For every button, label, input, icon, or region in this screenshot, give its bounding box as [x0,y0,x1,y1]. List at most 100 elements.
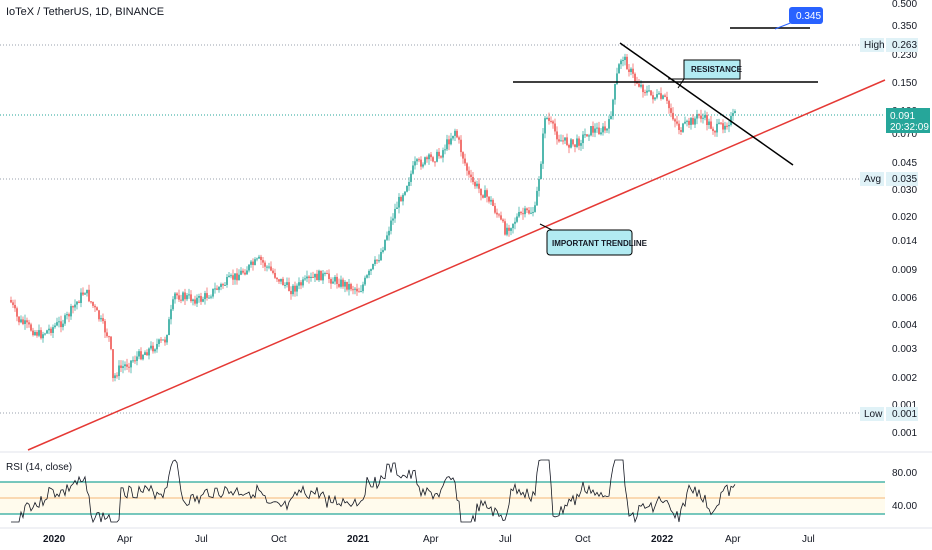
candle-body [186,295,188,300]
candle-body [600,132,602,135]
candle-body [408,181,410,186]
candle-body [122,366,124,368]
candle-body [118,365,120,377]
candle-body [262,260,264,263]
price-tick-label: 0.009 [892,265,917,276]
candle-body [426,157,428,160]
candle-body [404,191,406,195]
candle-body [142,354,144,360]
candle-body [486,190,488,197]
candle-body [62,323,64,328]
candle-body [528,210,530,214]
price-tick-label: 0.004 [892,320,917,331]
candle-body [80,292,82,303]
target-badge-text: 0.345 [796,11,821,22]
resistance-callout-text: RESISTANCE [691,65,743,74]
last-price-badge [886,108,930,133]
candle-body [68,314,70,317]
candle-body [100,318,102,320]
candle-body [390,220,392,231]
avg-value: 0.035 [892,174,917,185]
candle-body [562,140,564,142]
candle-body [178,295,180,300]
descending-trendline [619,42,794,166]
candle-body [652,95,654,100]
candle-body [490,199,492,202]
candle-body [524,208,526,215]
candle-body [654,97,656,100]
candle-body [650,90,652,96]
candle-body [630,68,632,73]
chart-title: IoTeX / TetherUS, 1D, BINANCE [6,6,165,18]
candle-body [168,319,170,336]
candle-body [716,123,718,133]
candle-body [180,299,182,301]
candle-body [24,320,26,325]
candle-body [446,139,448,150]
candle-body [304,278,306,280]
candle-body [294,285,296,292]
candle-body [256,258,258,260]
candle-body [684,121,686,124]
candle-body [356,288,358,292]
candle-body [384,239,386,251]
candle-body [670,108,672,113]
candle-body [228,275,230,278]
important-trendline [27,79,886,451]
candle-body [220,284,222,287]
candle-body [458,137,460,140]
candle-body [302,279,304,286]
candle-body [222,284,224,286]
candle-body [494,205,496,213]
candle-body [406,185,408,192]
candle-body [16,308,18,317]
candle-body [410,173,412,182]
candle-body [26,320,28,323]
candle-body [582,134,584,144]
candle-body [370,269,372,271]
candle-body [250,261,252,265]
candle-body [162,339,164,341]
candle-body [364,277,366,285]
candle-body [300,282,302,286]
candle-body [550,120,552,122]
candle-body [212,288,214,297]
candle-body [566,137,568,146]
candle-body [618,64,620,74]
candle-body [464,158,466,164]
candle-body [244,272,246,275]
candle-body [478,183,480,189]
candle-body [268,266,270,268]
candle-body [702,117,704,119]
candle-body [368,270,370,276]
candle-body [286,282,288,285]
candle-body [108,336,110,338]
candle-body [270,266,272,271]
candle-body [546,117,548,119]
candle-body [236,273,238,281]
candle-body [712,128,714,132]
candle-body [432,157,434,162]
candle-body [184,292,186,300]
candle-body [204,293,206,300]
candle-body [534,205,536,212]
candle-body [376,259,378,261]
low-label: Low [864,409,883,420]
candle-body [512,223,514,229]
candle-body [218,286,220,290]
candle-body [664,95,666,97]
candle-body [592,126,594,133]
candle-body [658,93,660,95]
candle-body [696,114,698,119]
candle-body [544,118,546,134]
candle-body [680,130,682,132]
candle-body [604,126,606,131]
candle-body [140,351,142,360]
candle-body [230,275,232,277]
candle-body [110,336,112,350]
candle-body [496,212,498,215]
candle-body [450,138,452,145]
time-tick-label: Oct [575,534,591,545]
candle-body [106,332,108,337]
